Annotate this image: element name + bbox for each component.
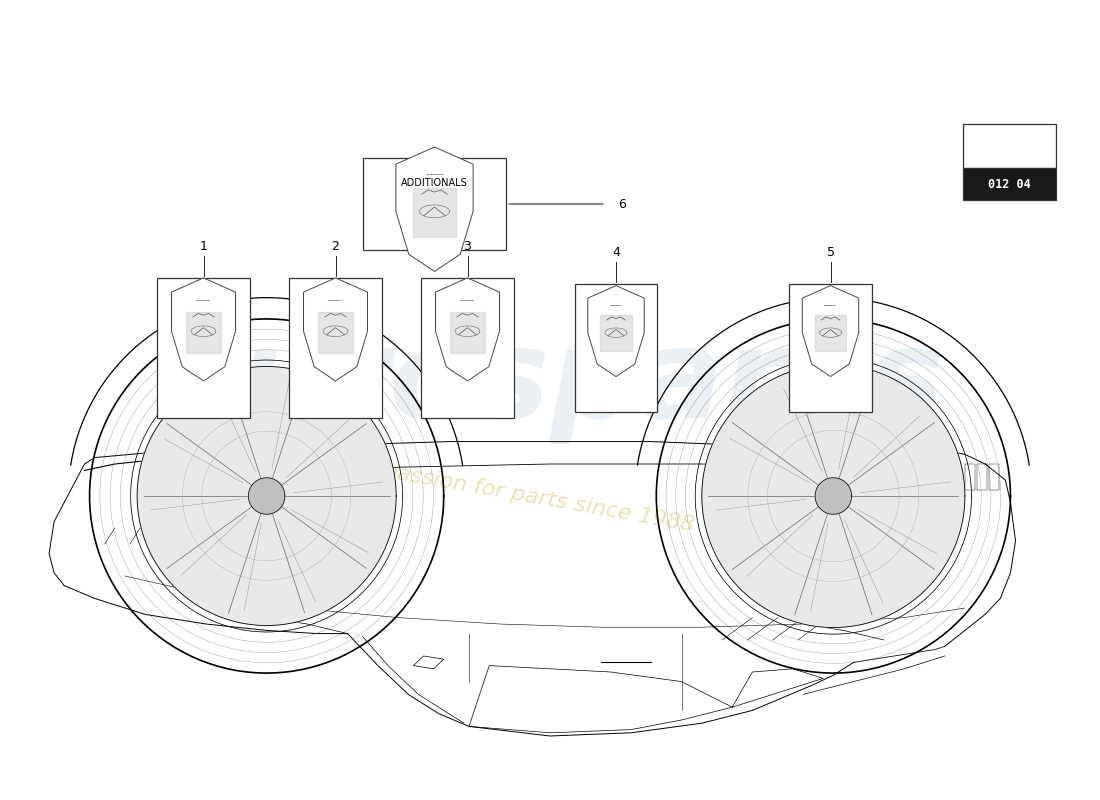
- Text: LAMBORGHINI: LAMBORGHINI: [460, 301, 475, 302]
- Text: 6: 6: [618, 198, 626, 210]
- Polygon shape: [172, 278, 235, 381]
- Text: 012 04: 012 04: [988, 178, 1031, 190]
- Text: 3: 3: [463, 239, 472, 253]
- Polygon shape: [587, 286, 645, 377]
- Text: eurospares: eurospares: [155, 323, 945, 445]
- Text: LAMBORGHINI: LAMBORGHINI: [196, 301, 211, 302]
- Text: 2: 2: [331, 239, 340, 253]
- Bar: [790, 284, 871, 412]
- Polygon shape: [802, 286, 859, 377]
- Polygon shape: [450, 312, 485, 353]
- Polygon shape: [601, 315, 631, 351]
- Polygon shape: [138, 366, 396, 626]
- Polygon shape: [702, 365, 965, 627]
- Text: ADDITIONALS: ADDITIONALS: [402, 178, 468, 188]
- Bar: [962, 168, 1056, 200]
- Polygon shape: [815, 478, 851, 514]
- Bar: [363, 158, 506, 250]
- Polygon shape: [304, 278, 367, 381]
- Text: 1: 1: [199, 239, 208, 253]
- Polygon shape: [249, 478, 285, 514]
- Text: 5: 5: [826, 246, 835, 258]
- Polygon shape: [396, 147, 473, 271]
- Text: 4: 4: [612, 246, 620, 258]
- Bar: [156, 278, 251, 418]
- Bar: [574, 284, 658, 412]
- Polygon shape: [318, 312, 353, 353]
- Text: a passion for parts since 1988: a passion for parts since 1988: [361, 457, 695, 535]
- Bar: [420, 278, 515, 418]
- Polygon shape: [186, 312, 221, 353]
- Polygon shape: [414, 656, 443, 669]
- Text: LAMBORGHINI: LAMBORGHINI: [426, 174, 443, 175]
- Bar: [962, 124, 1056, 168]
- Text: LAMBORGHINI: LAMBORGHINI: [328, 301, 343, 302]
- Polygon shape: [815, 315, 846, 351]
- Polygon shape: [436, 278, 499, 381]
- Polygon shape: [414, 188, 456, 237]
- Bar: [288, 278, 383, 418]
